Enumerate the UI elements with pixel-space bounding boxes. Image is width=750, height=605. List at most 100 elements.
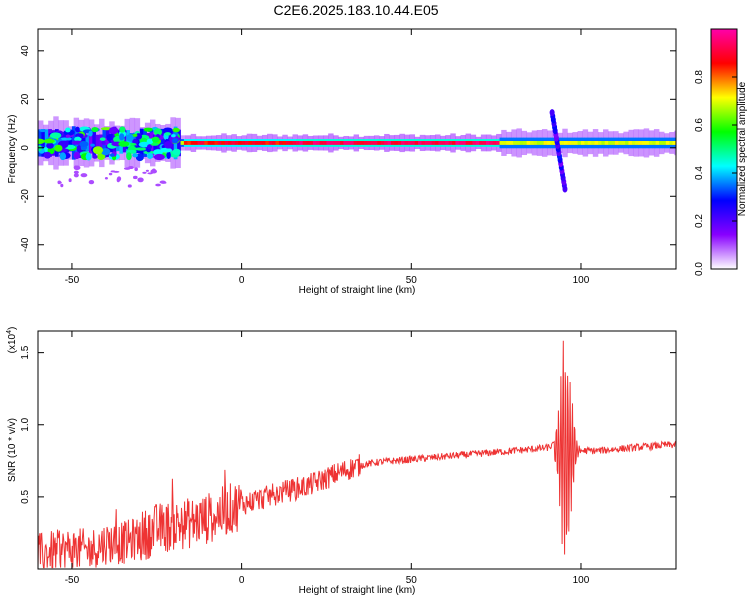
spectrogram-core-cell <box>645 141 649 145</box>
spectrogram-core-cell <box>381 141 385 145</box>
spectrogram-burst-cell <box>550 109 555 116</box>
spectrogram-y-tick-label: 0 <box>20 145 31 151</box>
spectrogram-core-cell <box>537 141 541 145</box>
spectrogram-core-cell <box>394 141 398 145</box>
spectrogram-core-cell <box>449 141 453 145</box>
spectrogram-core-cell <box>320 141 324 145</box>
spectrogram-core-cell <box>625 141 629 145</box>
spectrogram-core-cell <box>540 141 544 145</box>
spectrogram-core-cell <box>242 141 246 145</box>
spectrogram-blob <box>126 134 133 142</box>
spectrogram-core-cell <box>357 141 361 145</box>
colorbar-gradient <box>711 29 737 269</box>
spectrogram-blob <box>147 144 152 149</box>
spectrogram-core-cell <box>628 141 632 145</box>
spectrogram-blob <box>46 143 54 149</box>
spectrogram-core-cell <box>486 141 490 145</box>
spectrogram-core-cell <box>391 141 395 145</box>
spectrogram-core-cell <box>238 141 242 145</box>
spectrogram-core-cell <box>347 141 351 145</box>
spectrogram-core-cell <box>201 141 205 145</box>
spectrogram-noise-dot <box>155 184 161 187</box>
spectrogram-core-cell <box>211 141 215 145</box>
spectrogram-blob <box>65 128 71 133</box>
spectrogram-core-cell <box>299 141 303 145</box>
spectrogram-core-cell <box>248 141 252 145</box>
spectrogram-core-cell <box>377 141 381 145</box>
spectrogram-core-cell <box>466 141 470 145</box>
spectrogram-blob <box>126 152 132 160</box>
spectrogram-core-cell <box>659 141 663 145</box>
snr-x-tick-label: -50 <box>65 575 80 586</box>
spectrogram-core-cell <box>405 141 409 145</box>
spectrogram-core-cell <box>476 141 480 145</box>
spectrogram-core-cell <box>588 141 592 145</box>
spectrogram-blob <box>39 129 46 132</box>
spectrogram-core-cell <box>496 141 500 145</box>
spectrogram-blob <box>93 146 103 154</box>
spectrogram-blob <box>66 137 72 140</box>
spectrogram-blob <box>79 141 88 147</box>
spectrogram-core-cell <box>581 141 585 145</box>
spectrogram-noise-dot <box>133 176 138 179</box>
spectrogram-blob <box>132 153 138 157</box>
colorbar-tick-label: 0.8 <box>694 70 705 84</box>
snr-y-tick-label: 1.5 <box>20 345 31 359</box>
spectrogram-noise-dot <box>89 180 94 184</box>
spectrogram-core-cell <box>354 141 358 145</box>
spectrogram-y-tick-label: 20 <box>20 93 31 105</box>
spectrogram-core-cell <box>374 141 378 145</box>
spectrogram-core-cell <box>669 141 673 145</box>
spectrogram-noise-dot <box>146 170 149 172</box>
spectrogram-blob <box>34 139 45 144</box>
spectrogram-noise-dot <box>74 173 79 177</box>
spectrogram-core-cell <box>469 141 473 145</box>
colorbar-label: Normalized spectral amplitude <box>737 81 748 216</box>
spectrogram-core-cell <box>245 141 249 145</box>
spectrogram-core-cell <box>343 141 347 145</box>
spectrogram-noise-dot <box>117 177 120 182</box>
spectrogram-core-cell <box>388 141 392 145</box>
spectrogram-core-cell <box>564 141 568 145</box>
spectrogram-core-cell <box>550 141 554 145</box>
spectrogram-blob <box>166 152 170 159</box>
spectrogram-noise-dot <box>81 173 88 177</box>
colorbar: 0.00.20.40.60.8 Normalized spectral ampl… <box>694 29 748 276</box>
colorbar-tick-label: 0.2 <box>694 214 705 228</box>
spectrogram-blob <box>54 145 62 152</box>
spectrogram-core-cell <box>578 141 582 145</box>
spectrogram-noise-dot <box>109 173 112 176</box>
spectrogram-core-cell <box>472 141 476 145</box>
spectrogram-blob <box>101 141 105 145</box>
spectrogram-core-cell <box>425 141 429 145</box>
spectrogram-core-cell <box>279 141 283 145</box>
spectrogram-core-cell <box>415 141 419 145</box>
spectrogram-noise-dot <box>105 177 108 180</box>
spectrogram-core-cell <box>293 141 297 145</box>
spectrogram-core-cell <box>214 141 218 145</box>
spectrogram-blob <box>91 127 98 132</box>
spectrogram-y-tick-label: -40 <box>20 237 31 252</box>
spectrogram-blob <box>75 127 80 133</box>
spectrogram-core-cell <box>411 141 415 145</box>
spectrogram-blob <box>172 138 178 143</box>
spectrogram-blob <box>119 126 125 132</box>
spectrogram-blob <box>74 152 80 159</box>
spectrogram-core-cell <box>489 141 493 145</box>
spectrogram-core-cell <box>595 141 599 145</box>
spectrogram-blob <box>100 137 106 141</box>
spectrogram-core-cell <box>306 141 310 145</box>
spectrogram-core-cell <box>313 141 317 145</box>
snr-x-tick-label: 100 <box>573 575 590 586</box>
snr-y-label: SNR (10 * v/v) <box>7 418 18 482</box>
spectrogram-blob <box>172 128 179 132</box>
spectrogram-core-cell <box>547 141 551 145</box>
colorbar-tick-label: 0.6 <box>694 118 705 132</box>
spectrogram-core-cell <box>408 141 412 145</box>
spectrogram-core-cell <box>662 141 666 145</box>
spectrogram-core-cell <box>286 141 290 145</box>
spectrogram-blob <box>88 130 92 136</box>
spectrogram-core-cell <box>421 141 425 145</box>
